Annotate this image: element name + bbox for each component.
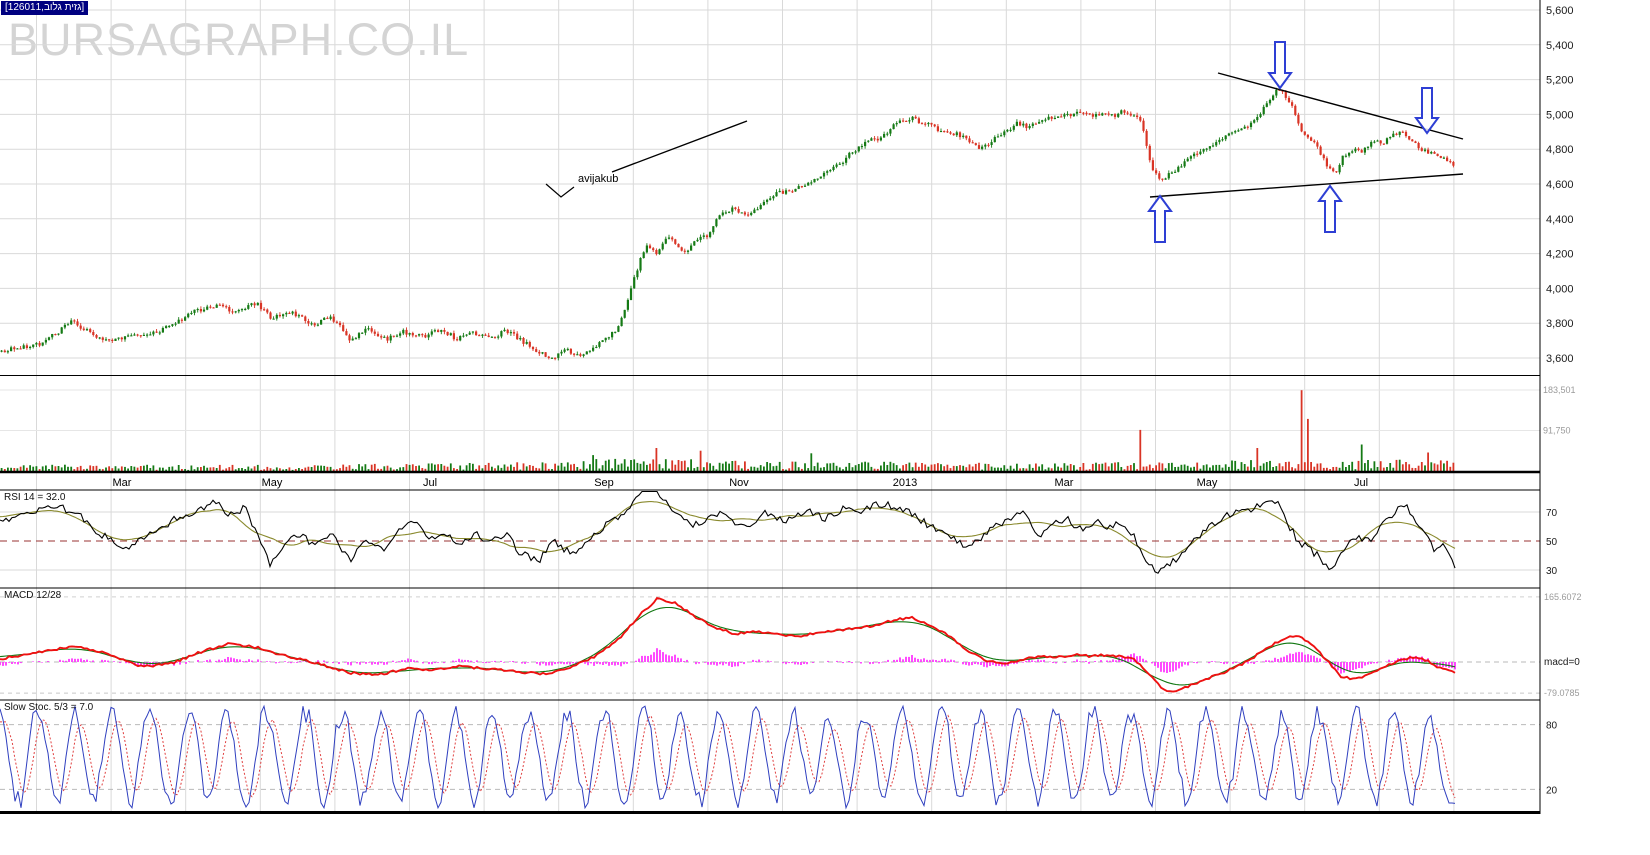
svg-text:Jul: Jul [1354,477,1368,489]
stoch-panel-label: Slow Stoc. 5/3 = 7.0 [4,702,94,713]
svg-text:3,800: 3,800 [1546,318,1574,330]
svg-text:5,400: 5,400 [1546,40,1574,52]
down-arrow-icon [1267,41,1293,90]
watermark: BURSAGRAPH.CO.IL [8,14,469,65]
svg-text:5,200: 5,200 [1546,75,1574,87]
macd-panel [0,596,1540,694]
rsi-panel-label: RSI 14 = 32.0 [4,492,66,503]
svg-text:5,600: 5,600 [1546,5,1574,17]
annotations: avijakub [545,41,1464,243]
svg-text:May: May [262,477,283,489]
candlesticks [0,87,1455,361]
svg-text:Nov: Nov [729,477,749,489]
svg-text:20: 20 [1546,785,1558,796]
ticker-label: [126011,גזית גלוב] [1,1,89,15]
volume-panel [0,389,1540,471]
svg-text:183,501: 183,501 [1543,385,1576,395]
svg-text:Mar: Mar [1055,477,1074,489]
svg-text:Mar: Mar [113,477,132,489]
svg-text:4,400: 4,400 [1546,214,1574,226]
svg-text:3,600: 3,600 [1546,353,1574,365]
up-arrow-icon [1317,184,1343,233]
svg-text:30: 30 [1546,566,1558,577]
svg-text:4,600: 4,600 [1546,179,1574,191]
svg-text:macd=0: macd=0 [1544,657,1580,668]
svg-text:Jul: Jul [423,477,437,489]
svg-text:5,000: 5,000 [1546,109,1574,121]
svg-text:165.6072: 165.6072 [1544,592,1582,602]
down-arrow-icon [1414,87,1440,135]
stoch-panel [0,704,1540,810]
up-arrow-icon [1147,194,1173,243]
svg-text:May: May [1197,477,1218,489]
svg-text:70: 70 [1546,508,1558,519]
svg-text:avijakub: avijakub [578,173,618,185]
svg-text:4,000: 4,000 [1546,283,1574,295]
svg-text:91,750: 91,750 [1543,426,1571,436]
svg-text:50: 50 [1546,537,1558,548]
svg-text:Sep: Sep [594,477,614,489]
panel-borders [0,0,1541,814]
svg-text:4,200: 4,200 [1546,249,1574,261]
svg-text:4,800: 4,800 [1546,144,1574,156]
rsi-panel [0,490,1540,574]
axis-labels: 5,600 5,400 5,200 5,000 4,800 4,600 4,400 4,200… [113,5,1582,796]
macd-panel-label: MACD 12/28 [4,590,62,601]
svg-text:-79.0785: -79.0785 [1544,688,1580,698]
vertical-gridlines [36,0,1455,812]
svg-text:2013: 2013 [893,477,917,489]
svg-text:80: 80 [1546,721,1558,732]
